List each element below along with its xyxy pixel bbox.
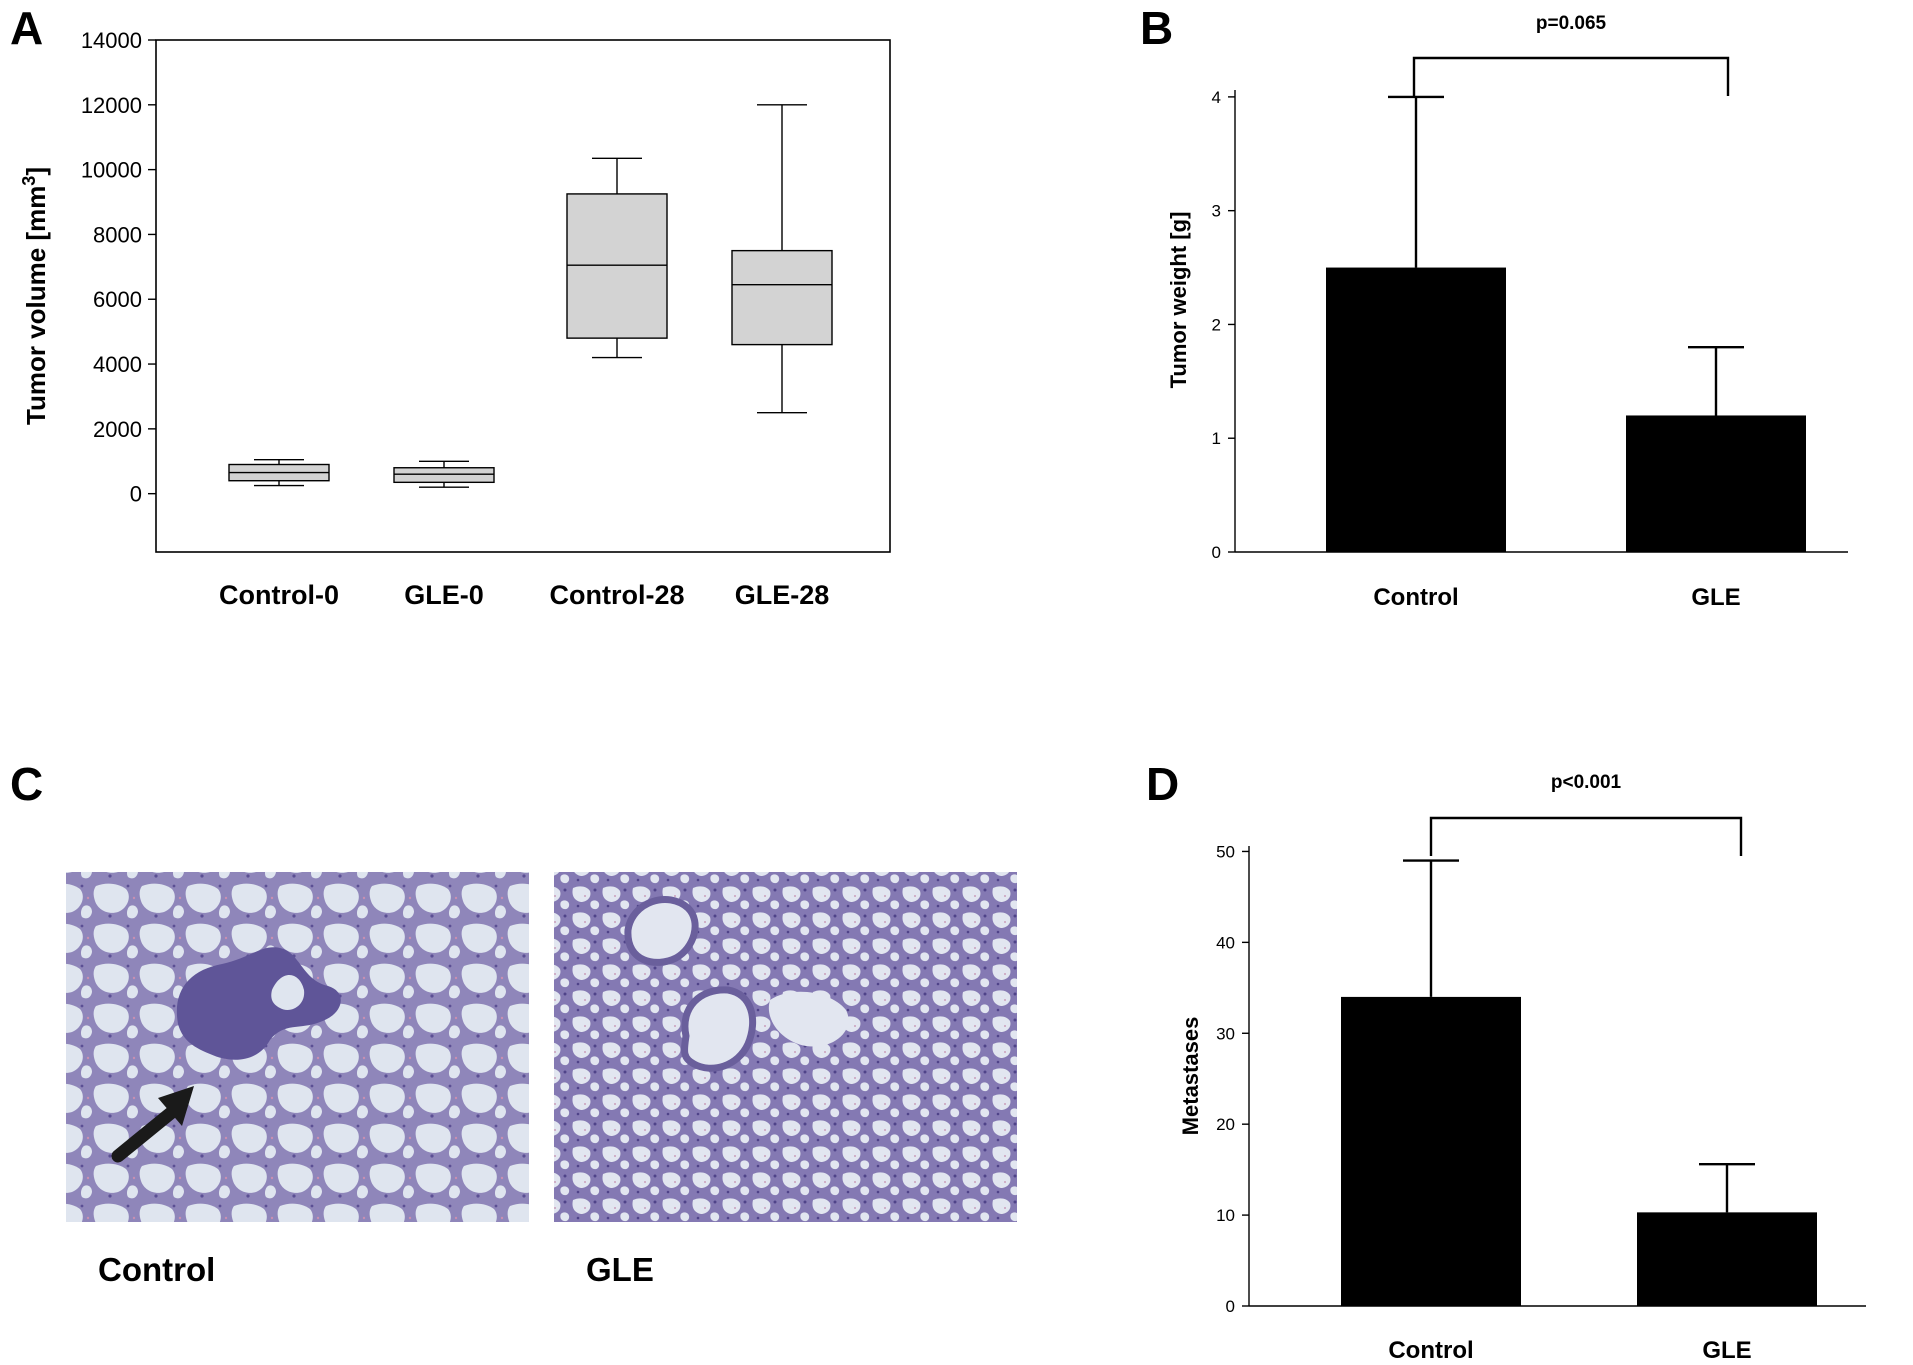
panel-a-y-tick-label: 14000	[81, 28, 142, 53]
panel-a-boxes	[228, 104, 833, 488]
panel-d-p-value: p<0.001	[1551, 772, 1622, 793]
panel-a-y-axis-title-close: ]	[21, 167, 51, 176]
panel-b-bars	[1326, 95, 1806, 552]
panel-a-y-ticks: 0 2000 4000 6000 8000 10000 12000 14000	[81, 28, 156, 507]
panel-d-y-axis-title: Metastases	[1178, 1017, 1203, 1136]
micrograph-gle-bronchiole-1	[624, 896, 699, 966]
panel-d-barchart: 0 10 20 30 40 50 Control GLE p<0.001 Metastase…	[1178, 772, 1866, 1364]
panel-a-y-tick-label: 12000	[81, 93, 142, 118]
panel-a-plot-frame	[155, 39, 891, 553]
micrograph-control-tumor-lumen	[271, 974, 305, 1010]
panel-d-y-tick-label: 10	[1216, 1206, 1235, 1225]
panel-b-y-tick-label: 2	[1212, 315, 1221, 334]
panel-a-y-tick-label: 2000	[93, 417, 142, 442]
panel-a-box-2	[393, 460, 495, 488]
panel-b-y-ticks: 0 1 2 3 4	[1212, 88, 1235, 562]
panel-a-category-label: GLE-0	[404, 580, 484, 610]
panel-a-box-4	[731, 104, 833, 414]
panel-a-y-tick-label: 0	[130, 482, 142, 507]
panel-b-category-label: Control	[1373, 584, 1458, 611]
micrograph-arrow-shaft	[111, 1105, 179, 1163]
panel-d-category-label: GLE	[1702, 1337, 1751, 1364]
panel-b-category-label: GLE	[1691, 584, 1740, 611]
panel-b-p-value: p=0.065	[1536, 13, 1607, 34]
panel-a-y-axis-title-text: Tumor volume [mm	[21, 186, 51, 425]
micrograph-control-tumor-focus	[176, 947, 341, 1060]
panel-b-significance-bracket	[1412, 56, 1730, 96]
panel-a-y-axis-title-sup: 3	[19, 176, 39, 186]
panel-d-y-tick-label: 40	[1216, 933, 1235, 952]
panel-a-y-tick-label: 8000	[93, 222, 142, 247]
micrograph-gle-tissue	[554, 872, 1017, 1222]
panel-c-micrographs: Control GLE	[66, 872, 1017, 1288]
panel-a-y-tick-label: 10000	[81, 158, 142, 183]
panel-a-y-tick-label: 6000	[93, 287, 142, 312]
panel-d-y-tick-label: 30	[1216, 1024, 1235, 1043]
panel-letter-a: A	[10, 2, 43, 54]
panel-d-categories: Control GLE	[1388, 1337, 1751, 1364]
panel-a-box-3	[566, 157, 668, 359]
panel-b-y-tick-label: 0	[1212, 543, 1221, 562]
panel-d-bar-control	[1341, 996, 1521, 1306]
panel-b-y-tick-label: 3	[1212, 202, 1221, 221]
panel-letter-d: D	[1146, 758, 1179, 810]
panel-d-category-label: Control	[1388, 1337, 1473, 1364]
panel-d-y-tick-label: 0	[1226, 1297, 1235, 1316]
panel-d-y-tick-label: 20	[1216, 1115, 1235, 1134]
panel-d-y-ticks: 0 10 20 30 40 50	[1216, 842, 1249, 1316]
panel-b-y-tick-label: 1	[1212, 429, 1221, 448]
panel-b-y-tick-label: 4	[1212, 88, 1221, 107]
micrograph-gle-vessel	[768, 991, 849, 1047]
box-iqr	[566, 193, 668, 339]
panel-b-bar-gle	[1626, 415, 1806, 552]
micrograph-arrow-icon	[158, 1086, 194, 1126]
panel-letter-c: C	[10, 758, 43, 810]
box-iqr	[393, 467, 495, 484]
panel-a-y-axis-title: Tumor volume [mm3]	[19, 167, 51, 425]
micrograph-gle-label: GLE	[586, 1251, 654, 1288]
panel-a-categories: Control-0 GLE-0 Control-28 GLE-28	[219, 580, 829, 610]
panel-b-barchart: 0 1 2 3 4 Control GLE p=0.065 Tumor weight [g…	[1166, 13, 1848, 611]
micrograph-control-label: Control	[98, 1251, 215, 1288]
panel-a-y-tick-label: 4000	[93, 352, 142, 377]
panel-letter-b: B	[1140, 2, 1173, 54]
micrograph-control-tissue	[66, 872, 529, 1222]
micrograph-gle	[554, 872, 1017, 1222]
panel-b-bar-control	[1326, 267, 1506, 552]
panel-a-category-label: GLE-28	[735, 580, 830, 610]
panel-b-categories: Control GLE	[1373, 584, 1740, 611]
panel-a-boxplot: 0 2000 4000 6000 8000 10000 12000 14000 Control…	[19, 28, 891, 610]
panel-a-category-label: Control-28	[550, 580, 685, 610]
panel-d-significance-bracket	[1429, 816, 1743, 856]
micrograph-control	[66, 872, 529, 1222]
panel-a-category-label: Control-0	[219, 580, 339, 610]
micrograph-gle-bronchiole-2	[680, 986, 757, 1072]
panel-d-bar-gle	[1637, 1212, 1817, 1306]
box-iqr	[731, 249, 833, 346]
panel-a-box-1	[228, 458, 330, 487]
panel-d-bars	[1341, 859, 1817, 1306]
panel-b-y-axis-title: Tumor weight [g]	[1166, 212, 1191, 389]
panel-d-y-tick-label: 50	[1216, 842, 1235, 861]
